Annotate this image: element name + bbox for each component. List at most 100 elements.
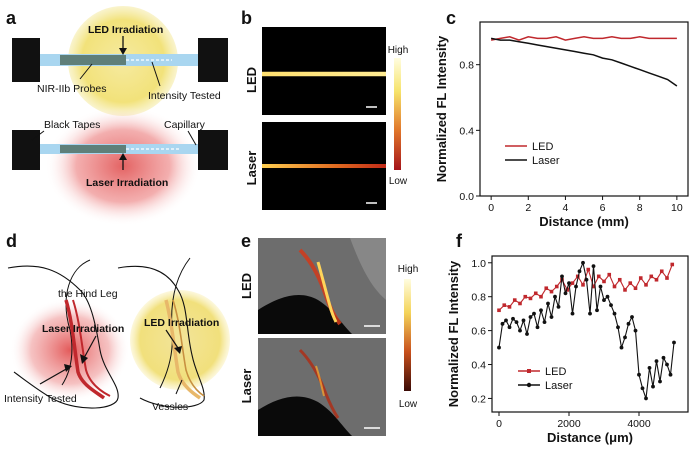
d-led-glow <box>130 290 230 390</box>
intensity-pointer-top <box>151 61 161 87</box>
d-right-vessel-2 <box>172 299 205 397</box>
f-legend-marker-laser <box>526 382 532 388</box>
f-point-led <box>533 291 538 296</box>
d-left-leg-outline <box>7 265 119 409</box>
f-point-led <box>528 296 533 301</box>
f-point-led <box>628 281 633 285</box>
c-ylabel: Normalized FL Intensity <box>434 35 449 182</box>
e-scale-high: High <box>398 264 419 275</box>
e-row-laser: Laser <box>239 369 254 404</box>
panel-f: f 0 2000 4000 0.2 0.4 0.6 0.8 1.0 Distance (μm) N… <box>446 231 689 445</box>
f-point-laser <box>525 332 529 336</box>
f-point-laser <box>514 320 519 325</box>
f-point-laser <box>591 264 596 269</box>
f-point-led <box>596 274 601 279</box>
f-point-laser <box>574 284 578 289</box>
f-point-laser <box>535 325 540 330</box>
c-series-laser-line <box>490 37 678 87</box>
f-point-led <box>617 277 622 282</box>
f-point-laser <box>658 379 662 384</box>
f-point-laser <box>570 311 575 316</box>
d-hind-leg-label: the Hind Leg <box>58 288 118 300</box>
intensity-tested-label: Intensity Tested <box>148 90 221 102</box>
f-point-led <box>665 276 669 280</box>
f-point-laser <box>612 311 617 316</box>
f-point-led <box>649 274 654 279</box>
f-point-laser <box>626 321 631 326</box>
panel-b-label: b <box>241 8 252 28</box>
c-ytick-label: 0.0 <box>459 191 474 203</box>
f-point-led <box>633 286 638 291</box>
f-point-laser <box>518 328 522 333</box>
f-point-led <box>581 283 585 287</box>
nir-probe-segment-top <box>60 55 126 65</box>
e-laser-vessel-red <box>298 348 340 419</box>
d-intensity-label: Intensity Tested <box>4 393 77 405</box>
e-laser-dark-region <box>258 396 352 436</box>
f-point-laser <box>623 335 627 340</box>
c-xtick-label: 0 <box>488 202 494 214</box>
b-colorbar <box>394 58 401 170</box>
f-point-laser <box>598 284 603 289</box>
f-point-laser <box>581 260 585 265</box>
panel-a: a LED Irradiation NIR-IIb Probes Intensi… <box>6 6 228 226</box>
d-laser-arrow <box>83 335 97 359</box>
f-ytick-label: 1.0 <box>471 258 486 270</box>
f-plot-frame <box>491 255 689 413</box>
f-point-led <box>586 267 591 272</box>
laser-irradiation-label: Laser Irradiation <box>86 177 168 189</box>
c-xtick-label: 6 <box>600 202 606 214</box>
d-laser-glow <box>10 298 130 402</box>
f-point-laser <box>640 386 645 391</box>
f-point-led <box>554 284 559 289</box>
d-right-vessel-1 <box>164 299 201 400</box>
panel-d: d the Hind Leg Laser Irradiation LED Irr… <box>4 231 230 413</box>
f-point-laser <box>542 320 547 325</box>
f-point-led <box>507 305 512 309</box>
d-right-leg-outline <box>117 265 205 408</box>
nir-probes-label: NIR-IIb Probes <box>37 83 106 95</box>
c-xlabel: Distance (mm) <box>539 214 629 229</box>
b-row-laser: Laser <box>244 151 259 186</box>
f-point-laser <box>644 396 648 401</box>
f-series-led-line <box>498 264 673 311</box>
panel-c: c 0 2 4 6 8 10 0.0 0.4 0.8 Distance (mm) Normalize… <box>434 8 689 229</box>
d-left-vessel-2 <box>72 299 111 397</box>
f-point-laser <box>609 303 613 308</box>
panel-c-label: c <box>446 8 456 28</box>
f-point-led <box>549 289 554 294</box>
panel-b: b LED Laser High Low <box>241 8 408 210</box>
f-point-laser <box>507 325 512 330</box>
f-point-laser <box>553 294 557 299</box>
black-tape-right-top <box>198 38 228 82</box>
f-point-laser <box>661 355 666 360</box>
f-point-laser <box>556 304 561 309</box>
tape-pointer <box>31 130 45 141</box>
f-point-laser <box>539 308 543 313</box>
c-ytick-label: 0.8 <box>459 60 474 72</box>
f-point-led <box>565 288 570 292</box>
f-legend-label-laser: Laser <box>545 380 573 392</box>
c-legend-label-led: LED <box>532 141 553 153</box>
e-led-dark-region <box>258 295 352 334</box>
d-intensity-arrow-head <box>64 364 72 372</box>
f-ytick-label: 0.4 <box>471 360 486 372</box>
black-tape-left-bottom <box>12 130 40 170</box>
f-point-led <box>523 294 528 299</box>
c-series-led-line <box>490 36 677 41</box>
f-ytick-label: 0.8 <box>471 292 486 304</box>
f-point-laser <box>528 315 533 319</box>
f-point-laser <box>619 345 624 350</box>
chart-f: 0 2000 4000 0.2 0.4 0.6 0.8 1.0 Distance (μm) Nor… <box>446 255 689 445</box>
led-irradiation-label: LED Irradiation <box>88 24 163 36</box>
black-tape-right-bottom <box>198 130 228 170</box>
f-point-led <box>591 284 596 289</box>
b-scale-high: High <box>388 45 409 56</box>
f-xtick-label: 2000 <box>557 418 581 430</box>
d-vessels-pointer <box>175 379 183 395</box>
f-point-laser <box>595 308 599 313</box>
f-point-led <box>512 298 517 302</box>
f-point-laser <box>546 301 550 306</box>
f-ylabel: Normalized FL Intensity <box>446 260 461 407</box>
